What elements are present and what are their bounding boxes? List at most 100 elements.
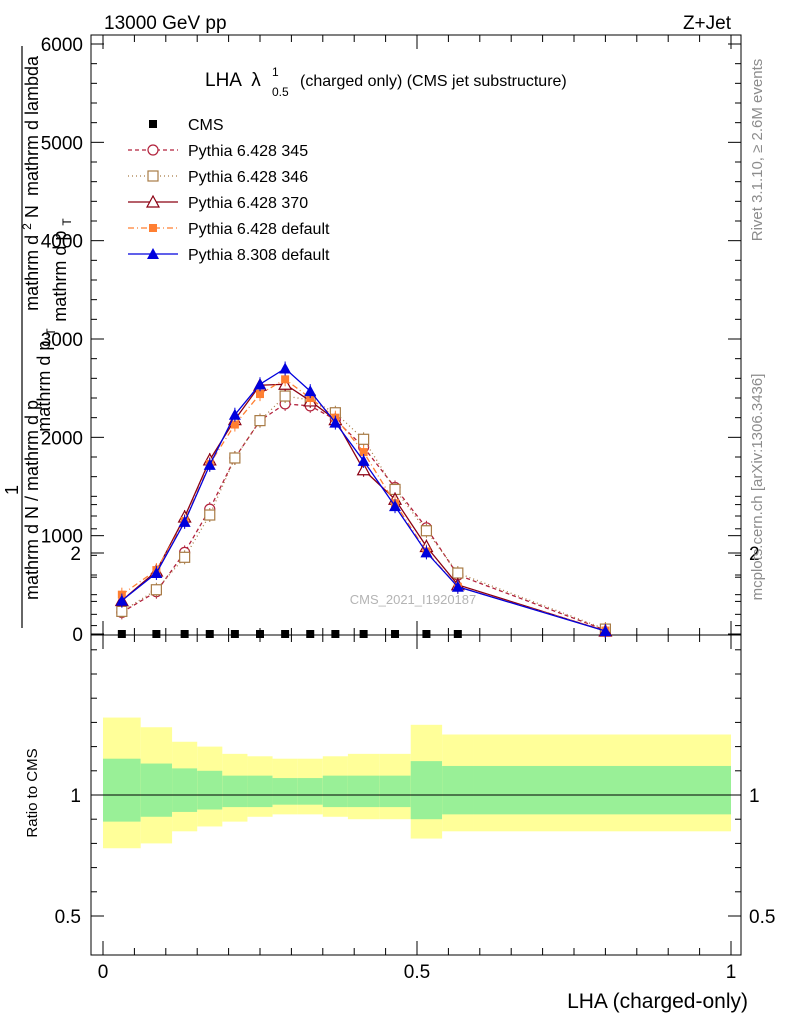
cms-data-point: [331, 630, 340, 638]
x-tick-label: 0.5: [404, 962, 430, 983]
ratio-axes: 0.5 0.5 1 1 2 2 0 0.5 1: [55, 504, 775, 983]
y-tick-label: 3000: [41, 330, 83, 351]
series-layer: [114, 361, 613, 639]
data-point: [203, 458, 216, 470]
legend-label: Pythia 6.428 346: [188, 169, 308, 186]
data-point: [356, 462, 371, 476]
plot-title-suffix: (charged only) (CMS jet substructure): [300, 73, 567, 90]
stat-band-bin: [103, 758, 141, 822]
mcplots-label: mcplots.cern.ch [arXiv:1306.3436]: [749, 374, 766, 601]
data-point: [329, 416, 342, 428]
chart-watermark: CMS_2021_I1920187: [350, 592, 477, 607]
y-axis-label: mathrm d 2 N 1 mathrm d lambda mathrm d …: [2, 46, 74, 628]
series-line: [121, 383, 606, 632]
data-point: [204, 509, 216, 521]
stat-band-bin: [222, 775, 248, 808]
stat-band-bin: [322, 775, 348, 808]
plot-title: LHA λ 1 0.5 (charged only) (CMS jet subs…: [205, 65, 567, 99]
data-point: [359, 448, 368, 457]
legend-marker: [147, 144, 159, 156]
cms-data-points: [117, 630, 462, 638]
y-label-bottom: mathrm d N / mathrm d p: [22, 400, 42, 600]
ratio-y-tick-label-right: 2: [749, 544, 760, 565]
data-point: [230, 420, 239, 429]
series-line: [121, 403, 606, 631]
legend-item: Pythia 6.428 345: [128, 143, 308, 160]
y-tick-label: 4000: [41, 232, 83, 253]
data-point: [150, 567, 163, 579]
ratio-bands: [103, 717, 731, 849]
legend-label: Pythia 8.308 default: [188, 247, 330, 264]
stat-band-bin: [442, 765, 474, 815]
plot-title-sub: 0.5: [272, 85, 289, 99]
x-tick-label: 1: [726, 962, 737, 983]
y-tick-label: 5000: [41, 133, 83, 154]
series-line: [121, 395, 606, 630]
data-point: [420, 525, 433, 537]
legend-item: Pythia 6.428 default: [128, 221, 330, 238]
cms-data-point: [453, 630, 462, 638]
ratio-y-label: Ratio to CMS: [24, 748, 41, 837]
y-tick-label: 1000: [41, 527, 83, 548]
legend-marker: [149, 120, 157, 128]
y-tick-label: 6000: [41, 35, 83, 56]
y-label-dpt-a: mathrm d p T: [50, 218, 74, 322]
data-point: [254, 415, 266, 427]
data-point: [358, 433, 370, 445]
cms-data-point: [230, 630, 239, 638]
data-point: [451, 580, 464, 592]
stat-band-bin: [410, 761, 443, 820]
legend-label: CMS: [188, 117, 224, 134]
stat-band-bin: [140, 763, 173, 817]
y-label-dpt-b: mathrm d p T: [34, 328, 58, 432]
stat-band-bin: [473, 765, 731, 815]
legend-marker: [147, 248, 159, 259]
header-right: Z+Jet: [683, 13, 732, 34]
data-point: [178, 515, 191, 527]
data-point: [256, 390, 264, 399]
main-axes: 0 1000 2000 3000 4000 5000 6000: [41, 35, 741, 646]
data-point: [599, 625, 612, 637]
y-label-top-numerator: mathrm d 2 N: [15, 205, 42, 311]
plot-title-sup: 1: [272, 65, 279, 79]
cms-data-point: [306, 630, 315, 638]
legend-item: CMS: [149, 117, 224, 134]
stat-band-bin: [297, 778, 323, 805]
cms-data-point: [391, 630, 400, 638]
stat-band-bin: [379, 775, 411, 808]
data-point: [389, 500, 402, 512]
data-point: [279, 390, 291, 402]
rivet-version-label: Rivet 3.1.10, ≥ 2.6M events: [749, 59, 766, 242]
legend: CMS Pythia 6.428 345 Pythia 6.428 346 Pythi…: [128, 117, 330, 264]
legend-label: Pythia 6.428 370: [188, 195, 308, 212]
ratio-y-tick-label: 2: [70, 544, 81, 565]
ratio-y-tick-label: 0.5: [55, 907, 81, 928]
cms-data-point: [152, 630, 161, 638]
legend-label: Pythia 6.428 345: [188, 143, 308, 160]
legend-marker: [147, 170, 159, 182]
ratio-y-tick-label-right: 0.5: [749, 907, 775, 928]
data-point: [279, 362, 292, 374]
x-tick-label: 0: [98, 962, 109, 983]
data-point: [420, 546, 433, 558]
data-point: [452, 567, 464, 579]
legend-marker: [149, 224, 157, 232]
data-point: [228, 408, 241, 420]
data-point: [115, 594, 128, 606]
data-point: [357, 454, 370, 466]
stat-band-bin: [247, 775, 273, 808]
cms-data-point: [281, 630, 290, 638]
data-point: [304, 385, 317, 397]
y-tick-label: 2000: [41, 428, 83, 449]
y-label-lambda: mathrm d lambda: [22, 55, 42, 196]
series-line: [121, 367, 606, 632]
legend-label: Pythia 6.428 default: [188, 221, 330, 238]
data-point: [150, 584, 162, 596]
plot-title-main: LHA λ: [205, 70, 261, 91]
data-point: [229, 452, 241, 464]
cms-data-point: [205, 630, 214, 638]
ratio-y-tick-label: 1: [70, 786, 81, 807]
header-left: 13000 GeV pp: [104, 13, 227, 34]
y-label-one: 1: [2, 485, 22, 495]
